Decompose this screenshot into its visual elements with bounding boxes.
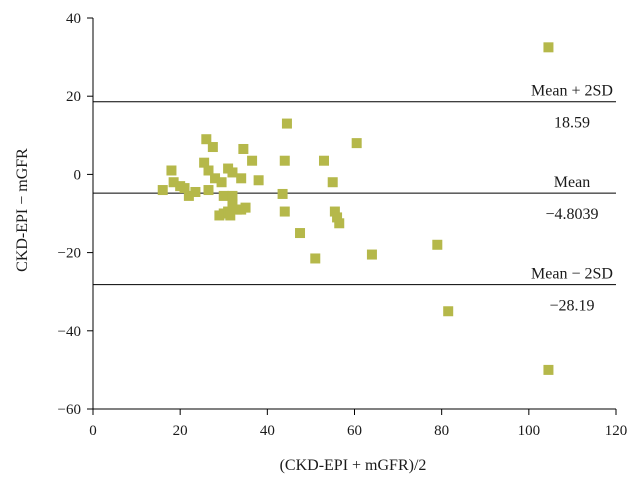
y-tick-label: −20 <box>58 246 81 262</box>
data-point <box>166 165 177 176</box>
data-point <box>318 155 329 166</box>
reference-line-value: 18.59 <box>554 115 590 132</box>
data-point <box>277 188 288 199</box>
y-tick-label: 20 <box>66 89 81 105</box>
data-point <box>238 143 249 154</box>
y-axis-title: CKD-EPI − mGFR <box>14 148 31 272</box>
data-point <box>432 239 443 250</box>
x-tick-label: 100 <box>518 423 541 439</box>
data-point <box>281 118 292 129</box>
data-point <box>351 138 362 149</box>
x-tick-label: 80 <box>434 423 449 439</box>
data-point <box>332 212 343 223</box>
data-point <box>227 190 238 201</box>
data-point <box>216 177 227 188</box>
data-point <box>157 185 168 196</box>
data-point <box>227 198 238 209</box>
data-point <box>295 228 306 239</box>
data-point <box>207 142 218 153</box>
data-point <box>443 306 454 317</box>
reference-line-label: Mean + 2SD <box>531 83 613 100</box>
data-point <box>183 190 194 201</box>
data-point <box>327 177 338 188</box>
y-tick-label: −60 <box>58 402 81 418</box>
y-tick-label: 0 <box>74 167 82 183</box>
data-point <box>253 175 264 186</box>
data-point <box>190 186 201 197</box>
x-axis-title: (CKD-EPI + mGFR)/2 <box>280 457 427 474</box>
data-point <box>203 185 214 196</box>
data-point <box>543 42 554 53</box>
reference-line-label: Mean − 2SD <box>531 266 613 283</box>
data-point <box>201 134 212 145</box>
reference-lines: Mean + 2SD 18.59 Mean −4.8039 Mean − 2SD −28.… <box>93 83 616 315</box>
y-tick-label: −40 <box>58 324 81 340</box>
data-point <box>199 157 210 168</box>
x-tick-label: 40 <box>260 423 275 439</box>
data-point <box>279 206 290 217</box>
axes: 0 20 40 60 80 100 120 −60 −40 −20 0 20 40 <box>58 11 628 439</box>
data-point <box>218 190 229 201</box>
data-point <box>179 183 190 194</box>
data-point <box>279 155 290 166</box>
x-tick-label: 20 <box>173 423 188 439</box>
data-point <box>203 165 214 176</box>
data-point <box>334 218 345 229</box>
data-point <box>225 210 236 221</box>
x-tick-label: 60 <box>347 423 362 439</box>
data-point <box>310 253 321 264</box>
x-tick-label: 0 <box>89 423 97 439</box>
data-point <box>210 173 221 184</box>
data-point <box>236 173 247 184</box>
data-points <box>157 42 554 375</box>
data-point <box>168 177 179 188</box>
data-point <box>543 364 554 375</box>
data-point <box>329 206 340 217</box>
data-point <box>227 167 238 178</box>
reference-line-value: −4.8039 <box>545 206 598 223</box>
data-point <box>247 155 258 166</box>
y-tick-label: 40 <box>66 11 81 27</box>
x-tick-label: 120 <box>605 423 628 439</box>
data-point <box>366 249 377 260</box>
data-point <box>240 202 251 213</box>
reference-line-value: −28.19 <box>549 298 594 315</box>
reference-line-label: Mean <box>554 174 590 191</box>
